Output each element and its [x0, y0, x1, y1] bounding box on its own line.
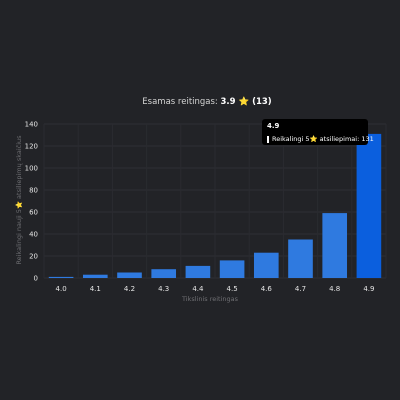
- bar-tooltip: 4.9 Reikalingi 5⭐ atsiliepimai: 131: [262, 119, 374, 145]
- bar-4.8[interactable]: [322, 213, 348, 278]
- x-tick-label: 4.2: [124, 285, 135, 293]
- chart-title: Esamas reitingas: 3.9 ⭐ (13): [142, 96, 271, 107]
- grid-lines: [43, 123, 387, 279]
- x-tick-label: 4.8: [329, 285, 340, 293]
- y-tick-label: 40: [29, 231, 38, 239]
- x-tick-label: 4.7: [295, 285, 306, 293]
- y-axis-label: Reikalingi nauji 5⭐ atsiliepimų skaičius: [15, 135, 23, 265]
- y-tick-label: 120: [25, 143, 38, 151]
- bar-4.2[interactable]: [117, 272, 142, 279]
- chart-title-value: 3.9 ⭐ (13): [221, 96, 272, 107]
- bars: [48, 133, 382, 279]
- bar-4.0[interactable]: [48, 276, 74, 278]
- bar-4.6[interactable]: [253, 252, 279, 278]
- x-tick-labels: 4.0 4.1 4.2 4.3 4.4 4.5 4.6 4.7 4.8 4.9: [56, 285, 375, 293]
- tooltip-title: 4.9: [267, 122, 280, 130]
- x-tick-label: 4.1: [90, 285, 101, 293]
- bar-4.1[interactable]: [82, 274, 108, 278]
- y-tick-label: 80: [29, 187, 38, 195]
- y-tick-label: 0: [34, 275, 38, 283]
- tooltip-row: Reikalingi 5⭐ atsiliepimai: 131: [267, 134, 374, 144]
- chart-title-prefix: Esamas reitingas:: [142, 97, 218, 107]
- y-tick-label: 20: [29, 253, 38, 261]
- x-tick-label: 4.4: [192, 285, 204, 293]
- y-tick-label: 60: [29, 209, 38, 217]
- bar-4.7[interactable]: [288, 239, 313, 279]
- tooltip-text: Reikalingi 5⭐ atsiliepimai: 131: [272, 135, 374, 143]
- bar-4.4[interactable]: [185, 265, 211, 278]
- x-axis-label: Tikslinis reitingas: [181, 295, 239, 303]
- bar-4.3[interactable]: [151, 269, 177, 278]
- x-tick-label: 4.9: [363, 285, 374, 293]
- x-tick-label: 4.3: [158, 285, 169, 293]
- x-tick-label: 4.5: [227, 285, 238, 293]
- x-tick-label: 4.6: [261, 285, 273, 293]
- y-tick-labels: 0 20 40 60 80 100 120 140: [25, 121, 38, 283]
- y-tick-label: 140: [25, 121, 38, 129]
- tooltip-swatch: [267, 135, 269, 143]
- x-tick-label: 4.0: [56, 285, 67, 293]
- y-tick-label: 100: [25, 165, 38, 173]
- bar-4.5[interactable]: [219, 260, 245, 278]
- bar-4.9[interactable]: [356, 133, 382, 278]
